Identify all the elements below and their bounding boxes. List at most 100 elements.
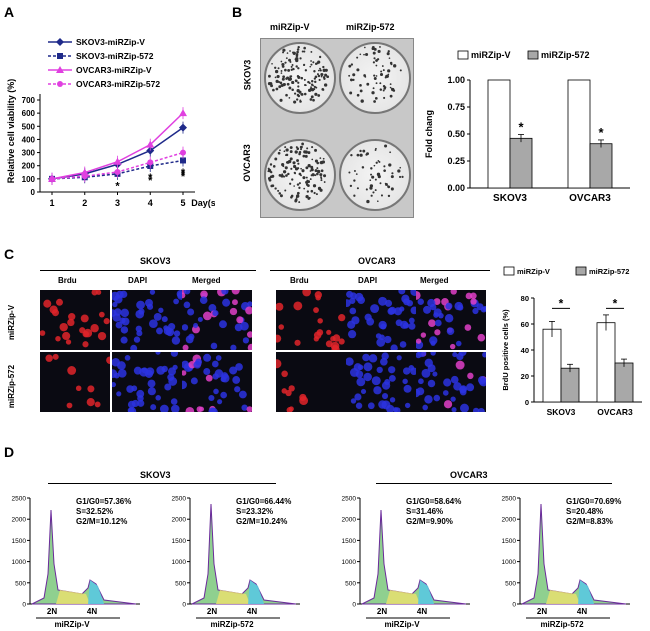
colony [312, 61, 315, 64]
colony [290, 194, 294, 198]
colony [372, 87, 375, 90]
colony [281, 65, 285, 68]
cell-nucleus [294, 339, 301, 346]
colony [369, 186, 373, 190]
cell-nucleus [135, 325, 142, 333]
colony [389, 151, 392, 154]
cell-nucleus [212, 309, 219, 317]
colony [319, 173, 323, 177]
colony [375, 147, 377, 150]
colony [296, 147, 300, 151]
micrograph-merged [182, 290, 252, 350]
cell-nucleus [234, 386, 241, 393]
colony [290, 167, 293, 170]
colony [349, 91, 353, 95]
colony [374, 189, 377, 192]
cell-nucleus [349, 297, 356, 304]
peak-label: 2N [207, 607, 217, 616]
colony [389, 61, 393, 65]
cell-nucleus [116, 391, 122, 397]
colony [295, 194, 300, 198]
tick-label: 500 [15, 580, 26, 587]
legend-label: OVCAR3-miRZip-572 [76, 79, 160, 89]
cell-nucleus [451, 407, 457, 412]
tick-label: 2500 [12, 496, 27, 503]
plot-label: miRZip-572 [540, 620, 584, 629]
cell-nucleus [443, 378, 452, 387]
cell-nucleus [449, 343, 456, 350]
cell-nucleus [135, 309, 145, 319]
tick-label: 2000 [502, 517, 517, 524]
cell-nucleus [170, 352, 179, 357]
stain-label: DAPI [128, 276, 148, 285]
cell-nucleus [384, 335, 392, 344]
colony [310, 80, 314, 83]
colony [315, 193, 318, 196]
colony [319, 160, 324, 165]
colony [353, 194, 356, 197]
colony [323, 174, 327, 178]
cell-nucleus [373, 386, 382, 395]
cell-nucleus [200, 290, 208, 299]
group-label: SKOV3 [140, 470, 171, 480]
colony [276, 75, 280, 78]
colony [267, 170, 270, 173]
cell-nucleus [422, 404, 428, 411]
colony [300, 174, 302, 177]
legend-label: miRZip-572 [541, 50, 590, 60]
colony [297, 85, 300, 88]
cell-nucleus [171, 404, 180, 412]
colony [282, 51, 285, 54]
colony [299, 100, 302, 103]
cell-nucleus [112, 382, 117, 388]
cell-nucleus [351, 316, 360, 325]
colony [311, 146, 314, 149]
cell-nucleus [466, 383, 475, 392]
cell-nucleus [187, 308, 195, 316]
tick-label: 2000 [12, 517, 27, 524]
panel-b-letter: B [232, 4, 243, 20]
colony [280, 60, 283, 63]
stain-label: Merged [420, 276, 449, 285]
cell-nucleus [171, 336, 181, 345]
colony [359, 89, 363, 93]
cell-nucleus [40, 330, 46, 336]
cell-nucleus [120, 308, 130, 318]
data-point [57, 81, 63, 87]
colony [378, 161, 381, 163]
cell-nucleus [82, 341, 89, 348]
colony [271, 62, 273, 65]
cell-nucleus [90, 324, 99, 333]
colony [387, 69, 391, 73]
cell-nucleus [434, 329, 441, 336]
cell-nucleus [137, 395, 144, 402]
colony-col-label: miRZip-V [270, 22, 310, 32]
panel-a-chart: 0 100 200 300 400 500 600 700 1 2 3 4 5 Day(s) Relativ… [0, 20, 219, 220]
histogram-s-phase [56, 590, 90, 604]
tick-label: 0 [525, 398, 529, 407]
colony [277, 151, 281, 155]
colony [320, 169, 324, 173]
colony [377, 200, 379, 203]
cell-nucleus [170, 398, 178, 405]
significance-star: * [613, 296, 618, 310]
colony [295, 52, 299, 56]
colony [278, 85, 282, 89]
colony [379, 46, 381, 48]
cell-nucleus [130, 344, 138, 350]
cell-nucleus [378, 320, 387, 330]
cell-nucleus [215, 355, 222, 361]
colony [295, 65, 298, 68]
data-point [56, 38, 64, 46]
cell-nucleus [417, 298, 424, 305]
g1-stat: G1/G0=66.44% [236, 497, 291, 506]
bar [487, 79, 511, 189]
panel-c-chart: 0 20 40 60 80 BrdU positive cells (%) miRZip-V… [498, 266, 650, 436]
colony [348, 74, 351, 77]
colony [320, 75, 323, 78]
tick-label: 0 [22, 602, 26, 609]
cell-nucleus [398, 290, 406, 295]
cell-nucleus [52, 353, 59, 360]
colony [310, 95, 314, 99]
colony [370, 173, 373, 176]
